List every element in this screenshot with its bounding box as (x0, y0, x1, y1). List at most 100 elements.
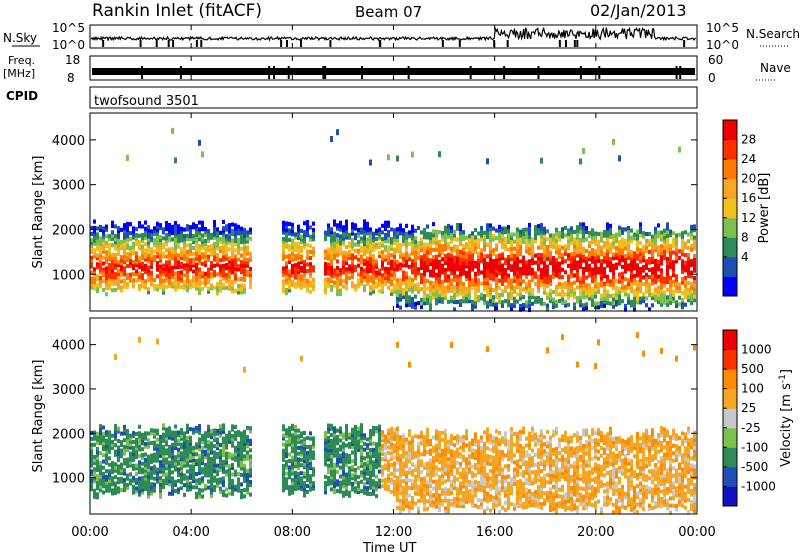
rti-cell (618, 232, 621, 237)
rti-cell (342, 456, 345, 462)
rti-cell (282, 463, 285, 468)
rti-cell (405, 239, 408, 244)
rti-cell (219, 270, 222, 275)
rti-cell (537, 267, 540, 272)
rti-cell (156, 254, 159, 259)
rti-cell (432, 280, 435, 285)
rti-cell (114, 465, 117, 470)
rti-cell (459, 302, 462, 308)
rti-cell (669, 293, 672, 298)
rti-cell (303, 449, 306, 454)
rti-cell (285, 274, 288, 279)
rti-cell (468, 269, 471, 274)
rti-cell (429, 451, 432, 456)
rti-cell (111, 491, 114, 496)
rti-cell (213, 285, 216, 290)
rti-cell (294, 431, 297, 436)
rti-cell (147, 256, 150, 261)
rti-cell (123, 481, 126, 486)
rti-cell (468, 299, 471, 304)
rti-cell (324, 449, 327, 454)
rti-cell (297, 252, 300, 258)
rti-cell (627, 252, 630, 257)
rti-cell (213, 456, 216, 461)
rti-cell (561, 252, 564, 258)
rti-cell (528, 239, 531, 244)
rti-cell (453, 263, 456, 268)
rti-cell (216, 253, 219, 258)
rti-cell (567, 242, 570, 247)
rti-cell (507, 225, 510, 230)
rti-cell (336, 453, 339, 459)
rti-cell (621, 254, 624, 259)
rti-cell (498, 224, 501, 229)
rti-cell (201, 440, 204, 445)
rti-cell (501, 278, 504, 283)
rti-cell (351, 441, 354, 447)
rti-cell (159, 450, 162, 455)
rti-cell (171, 268, 174, 273)
rti-cell (282, 482, 285, 487)
rti-cell (297, 445, 300, 450)
rti-cell (423, 246, 426, 251)
rti-cell (171, 256, 174, 261)
rti-cell (366, 275, 369, 280)
rti-cell (333, 222, 336, 227)
rti-cell (183, 492, 186, 497)
rti-cell (231, 244, 234, 249)
rti-cell (369, 237, 372, 242)
rti-cell (483, 254, 486, 259)
rti-cell (207, 254, 210, 259)
rti-cell (540, 260, 543, 265)
rti-cell (132, 457, 135, 462)
rti-cell (105, 285, 108, 290)
rti-cell (423, 438, 426, 443)
rti-cell (435, 472, 438, 477)
rti-cell (495, 283, 498, 289)
rti-cell (129, 222, 132, 227)
rti-cell (249, 470, 252, 475)
rti-cell (210, 286, 213, 291)
rti-cell (453, 296, 456, 301)
rti-cell (102, 241, 105, 246)
rti-cell (141, 224, 144, 229)
rti-cell (396, 292, 399, 297)
rti-cell (507, 295, 510, 300)
rti-cell (114, 246, 117, 251)
rti-cell (219, 455, 222, 460)
rti-cell (372, 279, 375, 285)
rti-cell (345, 257, 348, 262)
rti-cell (219, 433, 222, 438)
rti-cell (177, 490, 180, 495)
rti-cell (378, 424, 381, 429)
rti-cell (288, 468, 291, 473)
rti-cell (207, 458, 210, 463)
rti-cell (405, 440, 408, 445)
rti-cell (636, 300, 639, 305)
nsky-tick-high: 10^5 (52, 21, 85, 35)
rti-cell (162, 435, 165, 440)
rti-cell (687, 270, 690, 275)
rti-cell (102, 232, 105, 237)
rti-cell (234, 433, 237, 438)
rti-cell (204, 473, 207, 478)
rti-cell (141, 455, 144, 460)
rti-cell (675, 252, 678, 257)
rti-cell (144, 463, 147, 468)
rti-cell (642, 258, 645, 263)
rti-cell (144, 254, 147, 259)
rti-cell (198, 250, 201, 255)
rti-cell (411, 485, 414, 491)
rti-cell (237, 488, 240, 493)
rti-cell (417, 499, 420, 504)
rti-cell (108, 472, 111, 477)
rti-cell (303, 230, 306, 235)
rti-cell (354, 470, 357, 476)
rti-cell (105, 269, 108, 274)
rti-cell (432, 479, 435, 484)
rti-cell (693, 253, 696, 259)
rti-cell (345, 229, 348, 234)
rti-cell (339, 278, 342, 283)
rti-cell (360, 479, 363, 484)
rti-cell (468, 234, 471, 239)
